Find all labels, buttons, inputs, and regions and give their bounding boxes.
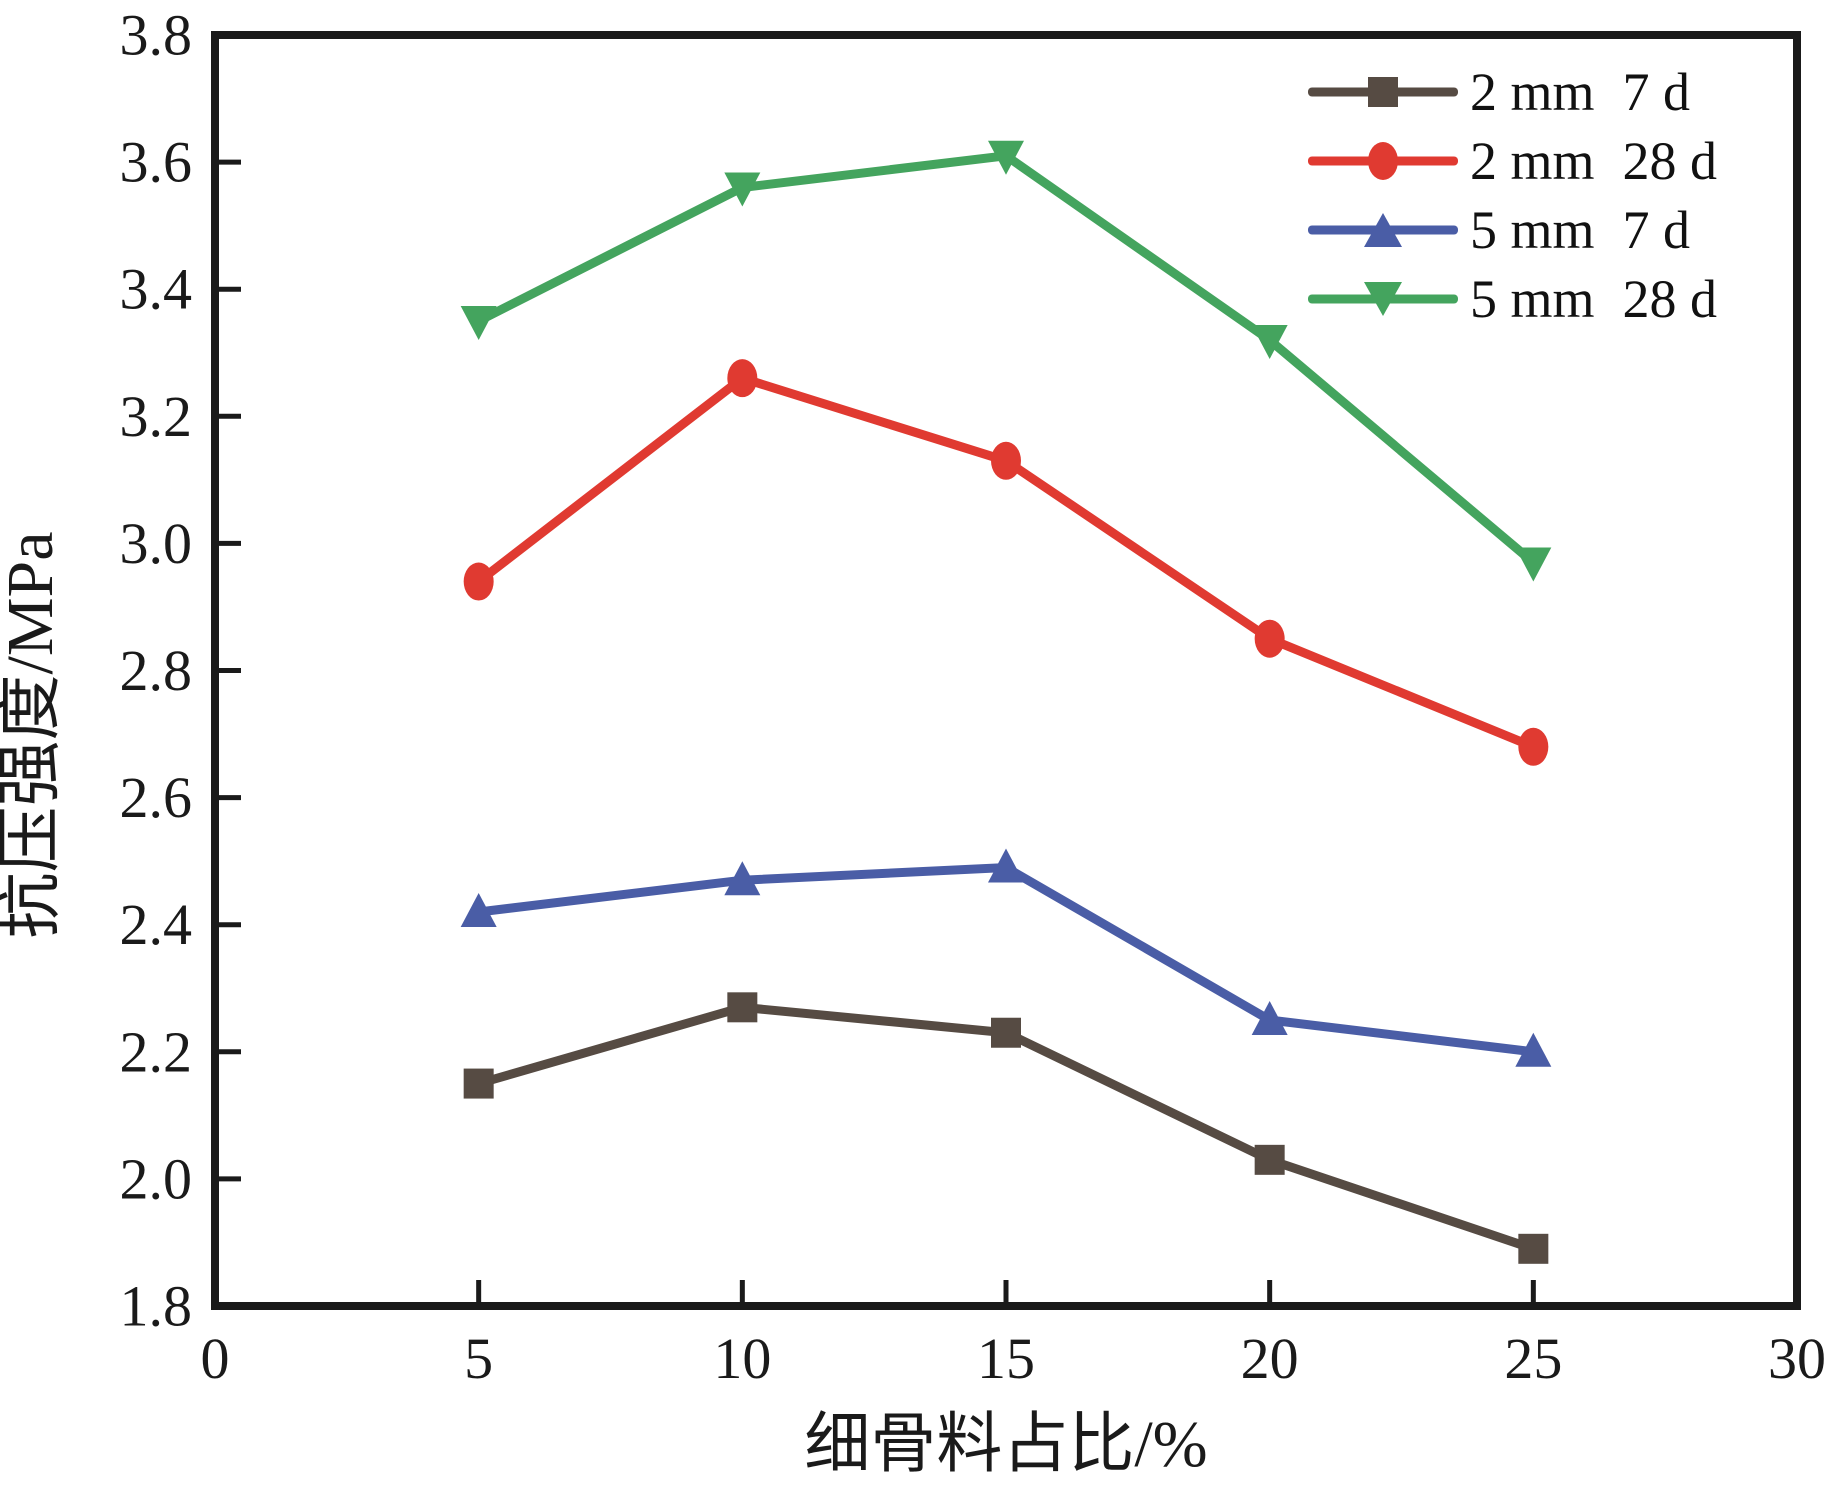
marker-triangle-up	[988, 848, 1024, 883]
legend-sample	[1308, 277, 1458, 321]
marker-square	[991, 1017, 1021, 1048]
legend-label-size: 5 mm	[1470, 268, 1595, 329]
legend-item-0: 2 mm 7 d	[1308, 57, 1717, 126]
marker-triangle-down	[1251, 325, 1288, 360]
legend-label-duration: 7 d	[1622, 61, 1691, 122]
legend-label: 5 mm 7 d	[1470, 199, 1690, 261]
marker-triangle-up	[1515, 1032, 1552, 1067]
y-tick-label: 3.8	[120, 3, 193, 68]
legend-sample	[1308, 208, 1458, 252]
legend-item-2: 5 mm 7 d	[1308, 195, 1717, 264]
marker-square	[1254, 1144, 1285, 1175]
x-axis-title: 细骨料占比/%	[804, 1408, 1207, 1481]
y-tick-label: 3.6	[120, 130, 193, 195]
x-tick-label: 25	[1504, 1326, 1562, 1391]
marker-triangle-down	[724, 172, 761, 207]
chart-legend: 2 mm 7 d 2 mm 28 d 5 mm 7 d 5 mm 28 d	[1308, 57, 1717, 333]
legend-label-duration: 28 d	[1622, 268, 1718, 329]
y-tick-label: 2.8	[120, 638, 193, 703]
legend-sample	[1308, 70, 1458, 114]
legend-circle-icon	[1368, 141, 1398, 180]
legend-label-size: 2 mm	[1470, 130, 1595, 191]
legend-square-icon	[1368, 76, 1398, 107]
marker-circle	[1254, 619, 1285, 658]
y-tick-label: 2.0	[120, 1146, 193, 1211]
marker-triangle-down	[988, 140, 1024, 175]
legend-item-3: 5 mm 28 d	[1308, 264, 1717, 333]
legend-triangle-down-icon	[1364, 281, 1402, 316]
legend-item-1: 2 mm 28 d	[1308, 126, 1717, 195]
marker-circle	[727, 359, 758, 398]
marker-square	[463, 1068, 494, 1099]
y-tick-label: 2.4	[120, 892, 193, 957]
x-tick-label: 30	[1768, 1326, 1826, 1391]
legend-label: 5 mm 28 d	[1470, 268, 1717, 330]
plot-layer: 1.8 2.0 2.2 2.4 2.6 2.8 3.0 3.2 3.4 3.6 3.8 0 5 10 15 2…	[120, 3, 1827, 1392]
marker-circle	[463, 562, 494, 601]
legend-label: 2 mm 28 d	[1470, 130, 1717, 192]
y-tick-label: 3.2	[120, 384, 193, 449]
marker-triangle-down	[460, 305, 497, 340]
y-tick-label: 1.8	[120, 1274, 193, 1339]
marker-triangle-down	[1515, 547, 1552, 582]
marker-triangle-up	[460, 892, 497, 927]
y-tick-label: 3.0	[120, 511, 193, 576]
x-tick-label: 0	[201, 1326, 230, 1391]
legend-label-size: 2 mm	[1470, 61, 1595, 122]
marker-square	[1518, 1233, 1549, 1264]
x-tick-label: 5	[464, 1326, 493, 1391]
legend-label-size: 5 mm	[1470, 199, 1595, 260]
plot-frame	[211, 31, 1801, 1310]
legend-sample	[1308, 139, 1458, 183]
marker-triangle-up	[724, 861, 761, 896]
y-tick-label: 2.2	[120, 1019, 193, 1084]
y-tick-label: 3.4	[120, 257, 193, 322]
legend-label: 2 mm 7 d	[1470, 61, 1690, 123]
marker-circle	[991, 441, 1021, 480]
marker-circle	[1518, 727, 1549, 766]
x-tick-label: 20	[1241, 1326, 1299, 1391]
y-axis-title: 抗压强度/MPa	[0, 531, 67, 938]
legend-label-duration: 7 d	[1622, 199, 1691, 260]
x-tick-label: 10	[713, 1326, 771, 1391]
y-tick-label: 2.6	[120, 765, 193, 830]
marker-triangle-up	[1251, 1001, 1288, 1036]
legend-label-duration: 28 d	[1622, 130, 1718, 191]
legend-triangle-up-icon	[1364, 212, 1402, 247]
marker-square	[727, 992, 758, 1023]
x-tick-label: 15	[977, 1326, 1035, 1391]
